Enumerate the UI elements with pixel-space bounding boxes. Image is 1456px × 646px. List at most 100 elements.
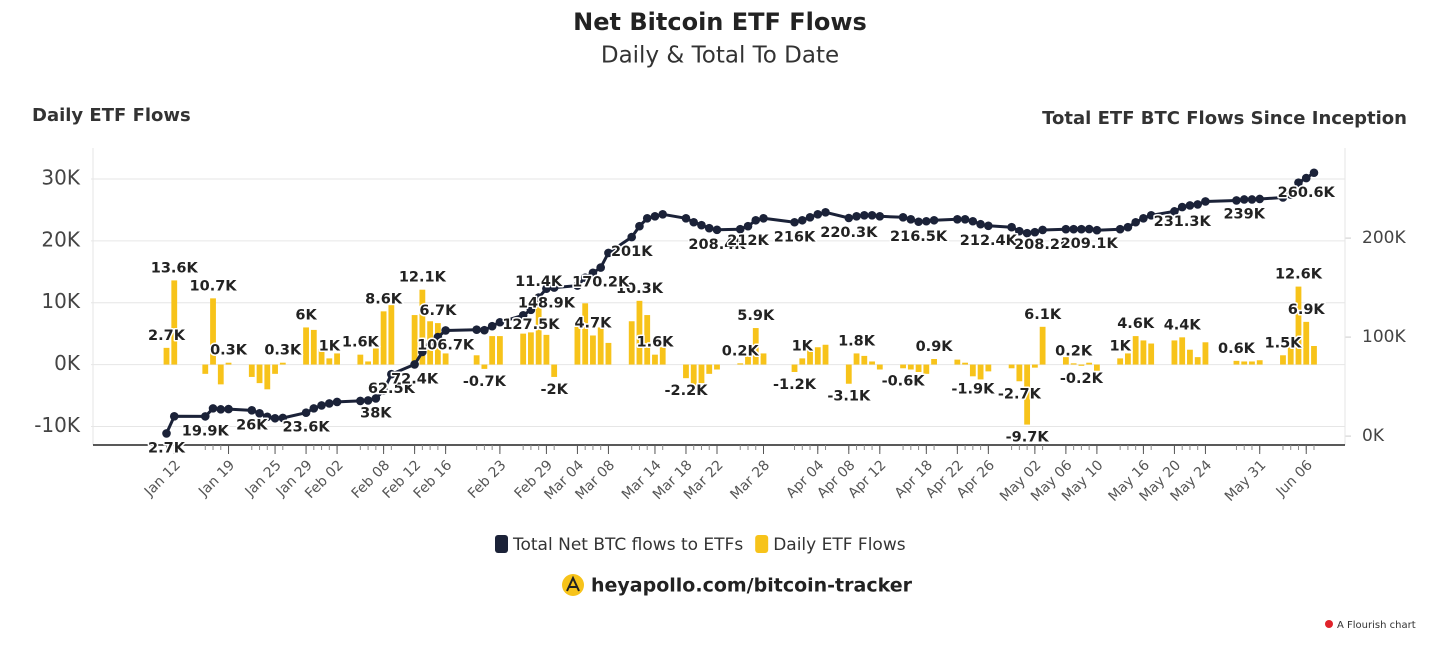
line-point	[1131, 217, 1140, 227]
source[interactable]: heyapollo.com/bitcoin-tracker	[562, 574, 913, 597]
line-value-label: 19.9K	[182, 423, 230, 439]
line-point	[1239, 195, 1249, 204]
bar	[171, 280, 178, 365]
line-point	[596, 263, 605, 272]
credit-icon	[1325, 620, 1333, 628]
bar	[644, 315, 651, 365]
line-point	[1030, 227, 1040, 237]
bar	[845, 364, 852, 384]
bar-value-label: -2.2K	[664, 383, 708, 399]
line-point	[518, 311, 528, 320]
bar	[977, 364, 984, 380]
bar-value-label: 5.9K	[737, 308, 775, 324]
line-value-label: 201K	[611, 244, 653, 260]
bar	[652, 354, 658, 365]
bar	[807, 350, 813, 365]
bar	[256, 364, 263, 384]
line-point	[922, 216, 931, 226]
line-point	[356, 396, 365, 406]
bar	[528, 332, 534, 365]
line-point	[697, 220, 706, 230]
line-point	[1139, 213, 1148, 223]
line-value-label: 212.4K	[960, 233, 1018, 249]
line-point	[642, 213, 652, 223]
line-point	[914, 217, 923, 227]
bar-value-label: 1K	[319, 338, 341, 354]
bar	[907, 364, 914, 370]
bar-value-label: 10.7K	[190, 278, 238, 294]
bar-value-label: -3.1K	[827, 389, 871, 405]
credit[interactable]: A Flourish chart	[1337, 620, 1416, 631]
bar	[985, 364, 992, 372]
line-value-label: 62.5K	[368, 381, 416, 397]
bar	[1078, 364, 1085, 366]
bar-value-label: -2.7K	[998, 386, 1042, 402]
y-tick-label: 10K	[41, 289, 80, 313]
bar-value-label: -0.7K	[463, 374, 507, 390]
bar-value-label: 1.6K	[342, 335, 380, 351]
x-tick-label: Mar 28	[727, 457, 773, 503]
bar	[1280, 355, 1286, 365]
bar	[520, 333, 527, 365]
bar-value-label: 0.2K	[1055, 343, 1093, 359]
x-tick-label: Jan 19	[195, 457, 238, 500]
bar	[814, 347, 821, 365]
line-point	[1092, 225, 1102, 235]
bar-value-label: 6.9K	[1288, 302, 1326, 318]
bar	[473, 355, 480, 365]
line-point	[1294, 178, 1303, 187]
bar	[1093, 364, 1100, 371]
bar	[628, 321, 635, 365]
bar	[1086, 362, 1093, 365]
bar	[659, 347, 666, 365]
line-point	[371, 394, 381, 403]
bar	[752, 328, 759, 365]
bar	[1062, 357, 1069, 365]
bar	[326, 358, 333, 365]
x-tick-label: Feb 23	[465, 457, 510, 502]
bar	[225, 362, 232, 365]
bar-value-label: 1K	[792, 338, 814, 354]
line-point	[472, 325, 481, 334]
line-point	[1061, 224, 1071, 234]
bar	[1187, 349, 1193, 365]
line-value-label: 72.4K	[391, 371, 439, 387]
source-link[interactable]: heyapollo.com/bitcoin-tracker	[591, 575, 913, 597]
bar	[1016, 364, 1023, 382]
bar	[1311, 346, 1317, 365]
line-point	[1077, 224, 1086, 234]
line-point	[487, 321, 497, 331]
bar	[1171, 340, 1178, 365]
bar-value-label: 11.4K	[515, 274, 563, 290]
line-point	[759, 213, 768, 223]
line-value-label: 38K	[360, 405, 392, 421]
bar	[822, 344, 829, 365]
source-logo-mark	[566, 575, 580, 592]
bar	[1039, 326, 1046, 365]
line-point	[588, 268, 598, 278]
bar	[1117, 358, 1124, 365]
line-point	[960, 214, 970, 224]
bar	[683, 364, 689, 379]
line-point	[875, 212, 885, 221]
legend-swatch	[495, 535, 508, 553]
bar	[489, 336, 496, 365]
line-point	[495, 317, 505, 327]
bar	[1125, 353, 1131, 365]
bar	[1233, 360, 1240, 365]
y-tick-label: 30K	[41, 165, 80, 189]
bar	[791, 364, 798, 372]
line-point	[247, 406, 257, 415]
bar-value-label: 6.7K	[419, 303, 457, 319]
line-point	[1084, 224, 1094, 234]
bar	[605, 342, 612, 365]
line-point	[627, 232, 637, 242]
line-value-label: 106.7K	[417, 337, 475, 353]
line-point	[1115, 224, 1125, 234]
line-point	[906, 214, 916, 224]
line-point	[255, 409, 264, 418]
line-point	[1185, 201, 1195, 210]
line-point	[735, 224, 745, 234]
